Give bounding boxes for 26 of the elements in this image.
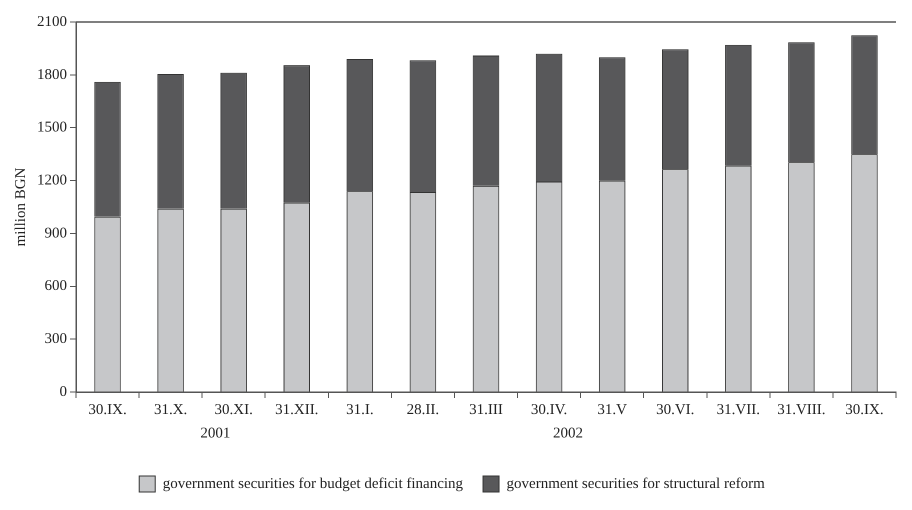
x-tick-label: 30.XI.: [214, 402, 253, 418]
y-tick-label: 1800: [37, 66, 67, 83]
x-tick-label: 28.II.: [406, 402, 440, 418]
y-axis-title: million BGN: [12, 167, 29, 246]
x-tick-label: 31.XII.: [275, 402, 318, 418]
legend-label: government securities for budget deficit financing: [162, 476, 464, 492]
x-tick-label: 30.IV.: [530, 402, 568, 418]
y-tick-label: 2100: [37, 14, 67, 30]
text: 2001: [200, 425, 230, 442]
x-tick-label: 30.IX.: [845, 402, 884, 418]
y-tick-label: 1200: [37, 172, 67, 189]
y-tick-label: 300: [44, 331, 67, 348]
y-tick-label: 0: [60, 384, 67, 400]
x-tick-label: 31.VIII.: [777, 402, 826, 418]
x-tick-label: 31.V: [597, 402, 628, 418]
legend-label: government securities for structural reform: [506, 476, 766, 492]
x-tick-label: 30.VI.: [656, 402, 694, 418]
x-tick-label: 30.IX.: [88, 402, 127, 418]
x-tick-label: 31.I.: [346, 402, 374, 418]
y-tick-label: 600: [44, 278, 67, 294]
x-tick-label: 31.VII.: [716, 402, 760, 418]
x-tick-label: 31.X.: [154, 402, 188, 418]
y-tick-label: 1500: [37, 120, 67, 136]
x-tick-label: 31.III: [469, 402, 503, 418]
text: 2002: [553, 425, 583, 442]
y-tick-label: 900: [44, 225, 67, 242]
